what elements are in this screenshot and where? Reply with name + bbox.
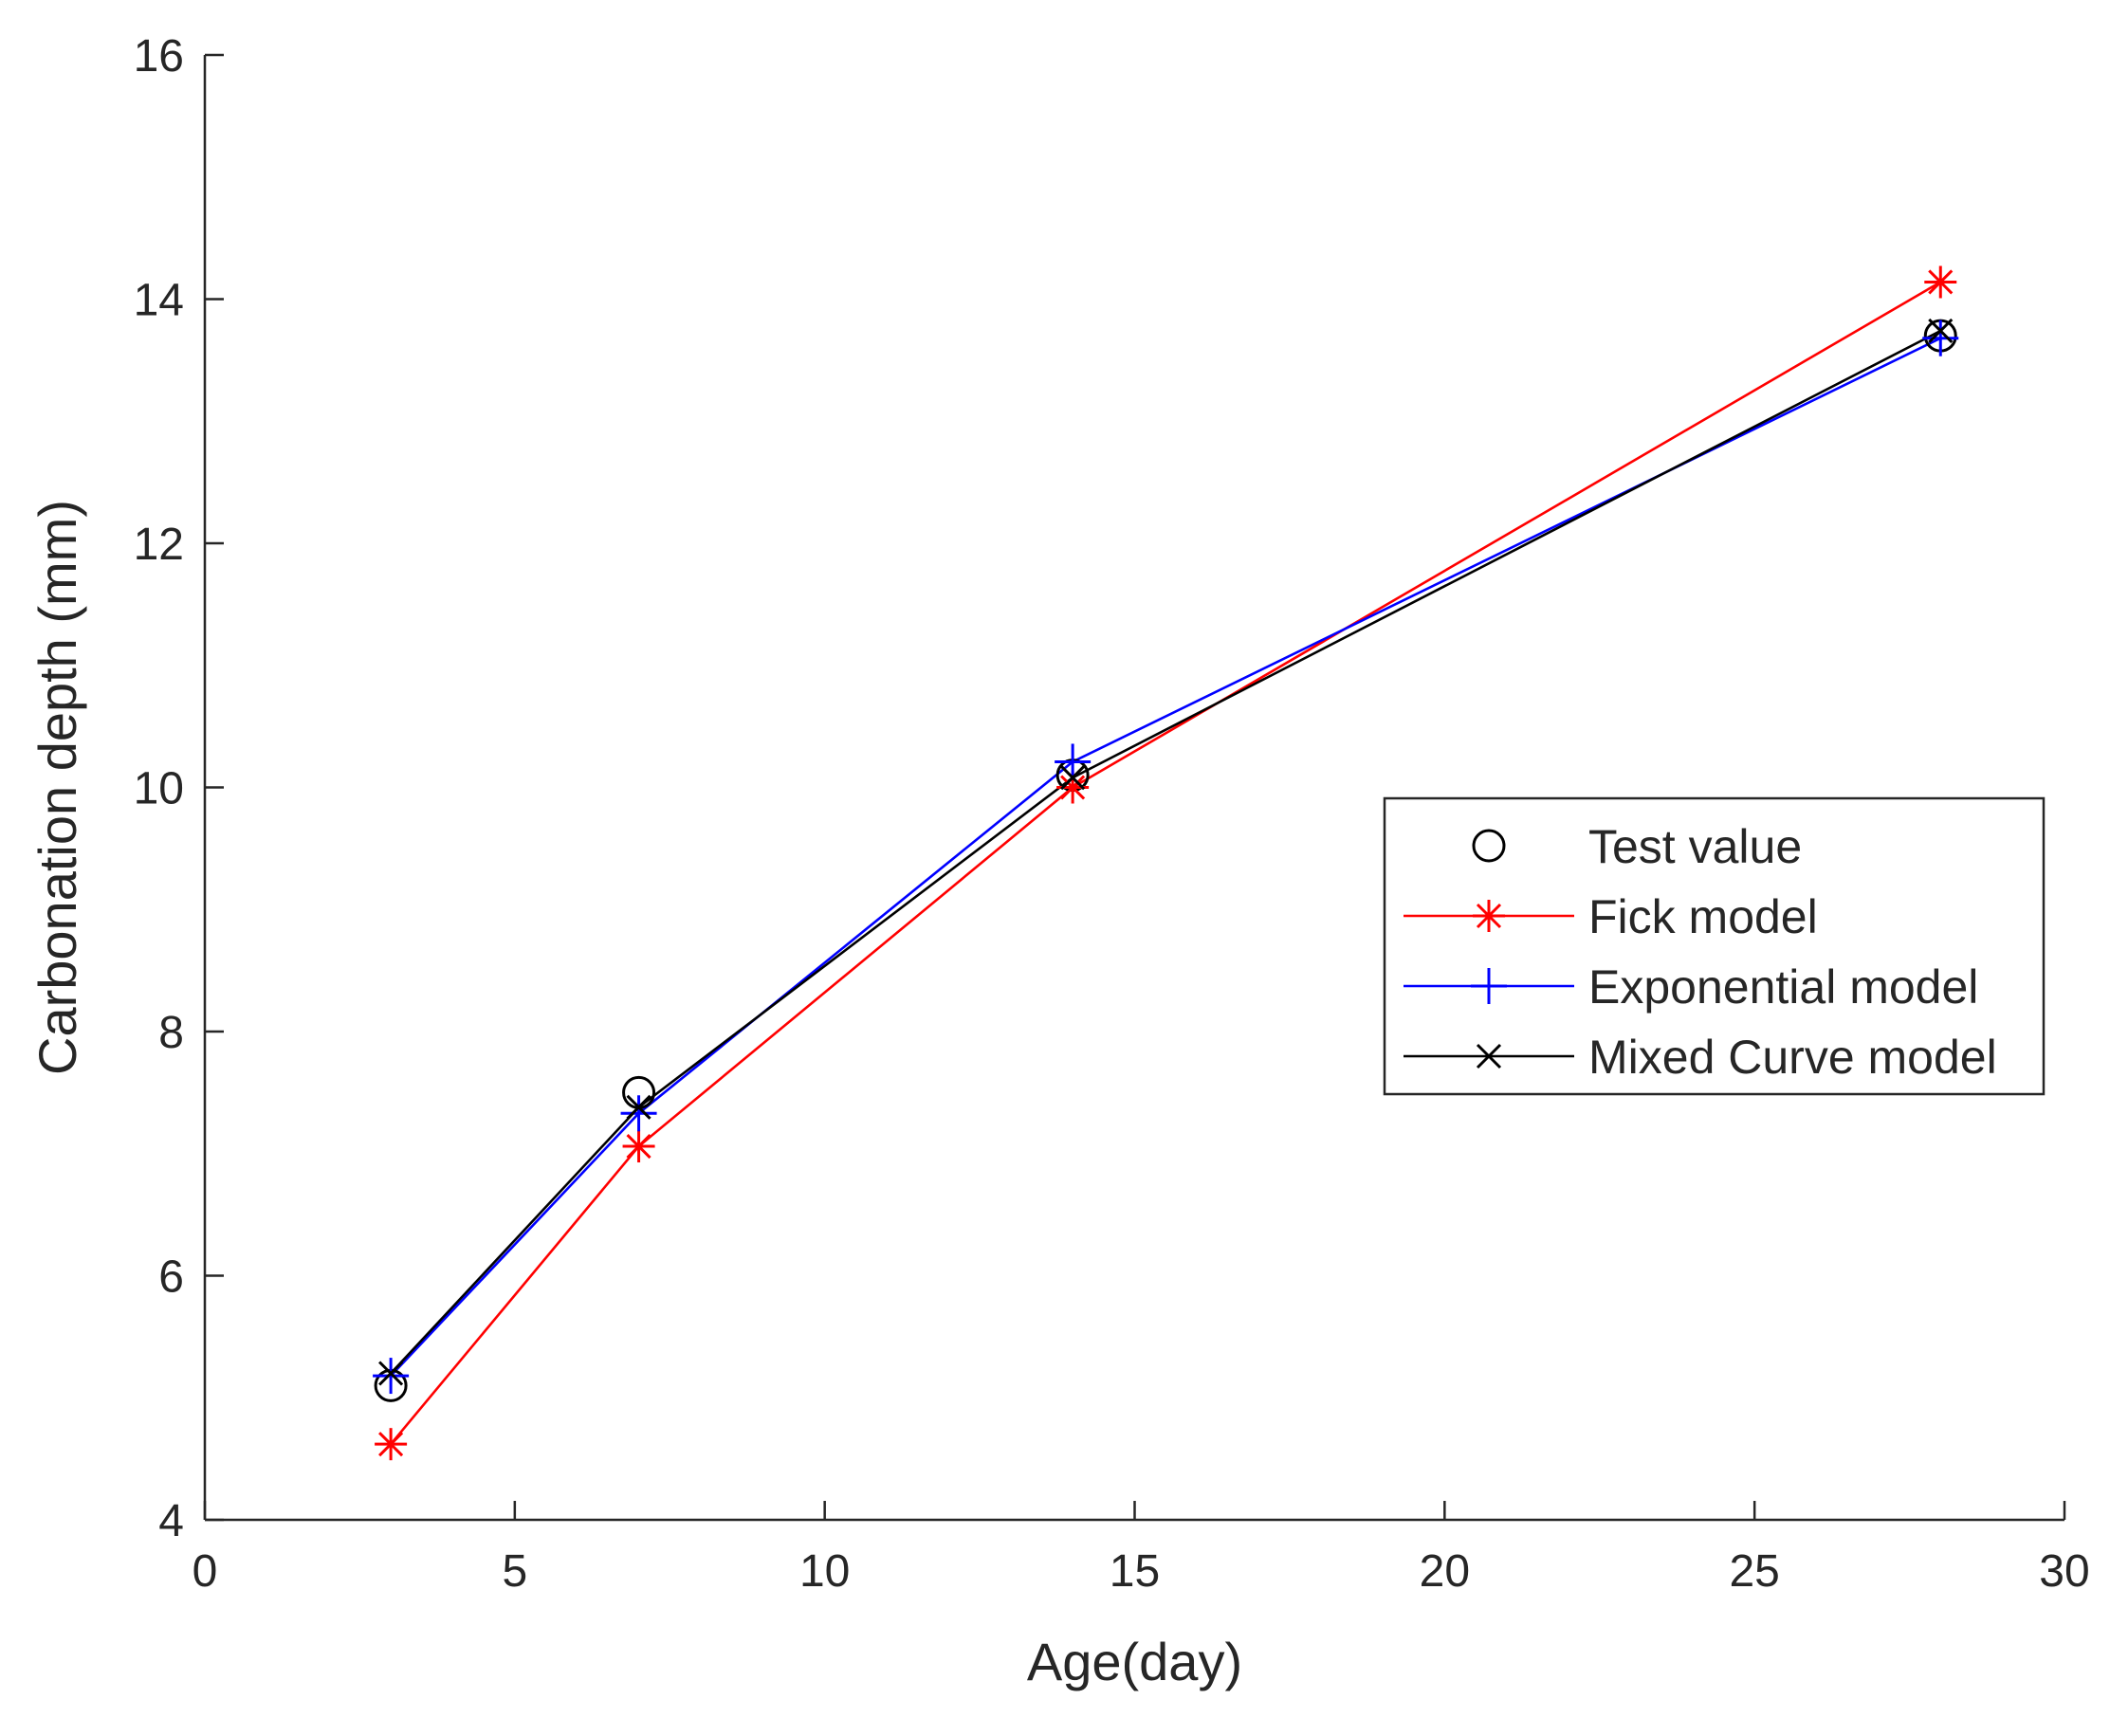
plot-lines bbox=[390, 281, 1941, 1446]
data-point-mixed-curve-model-3-d2 bbox=[1060, 765, 1086, 791]
x-axis-label: Age(day) bbox=[1027, 1632, 1242, 1691]
y-tick-label-10: 10 bbox=[134, 764, 184, 814]
data-point-mixed-curve-model-1 bbox=[378, 1361, 404, 1386]
x-tick-label-25: 25 bbox=[1729, 1546, 1779, 1597]
x-tick-label-30: 30 bbox=[2039, 1546, 2089, 1597]
x-tick-label-20: 20 bbox=[1420, 1546, 1470, 1597]
legend-marker-fick-model bbox=[1473, 900, 1505, 932]
data-point-fick-model-3-d2 bbox=[1060, 775, 1086, 800]
legend-label-mixed-curve-model: Mixed Curve model bbox=[1588, 1031, 1997, 1084]
data-point-mixed-curve-model-4 bbox=[1928, 318, 1954, 344]
data-point-mixed-curve-model-2 bbox=[626, 1094, 651, 1120]
data-point-fick-model-1 bbox=[375, 1428, 408, 1461]
series-line-mixed-curve-model bbox=[390, 329, 1941, 1375]
data-point-mixed-curve-model-4-d2 bbox=[1928, 318, 1954, 344]
data-point-exponential-model-1 bbox=[373, 1358, 410, 1395]
legend-marker-fick-model-d2 bbox=[1476, 903, 1502, 929]
data-point-exponential-model-4 bbox=[1922, 320, 1959, 356]
y-tick-label-16: 16 bbox=[134, 31, 184, 82]
ticks: 0 5 10 15 20 25 30 4 6 8 10 12 14 16 bbox=[134, 31, 2090, 1597]
data-point-fick-model-1-d2 bbox=[378, 1432, 404, 1457]
series-line-exponential-model bbox=[390, 337, 1941, 1377]
y-tick-label-8: 8 bbox=[158, 1008, 184, 1058]
y-tick-label-6: 6 bbox=[158, 1252, 184, 1303]
legend-box bbox=[1383, 796, 2046, 1096]
x-tick-label-15: 15 bbox=[1110, 1546, 1160, 1597]
data-point-fick-model-2-d2 bbox=[626, 1133, 651, 1160]
legend-marker-mixed-curve-model bbox=[1476, 1043, 1502, 1069]
data-point-exponential-model-3 bbox=[1055, 743, 1092, 780]
data-point-fick-model-4-d2 bbox=[1928, 269, 1954, 295]
y-tick-label-14: 14 bbox=[134, 276, 184, 326]
legend-marker-mixed-curve-model-d2 bbox=[1476, 1043, 1502, 1069]
legend-label-exponential-model: Exponential model bbox=[1588, 960, 1978, 1014]
x-tick-label-5: 5 bbox=[502, 1546, 527, 1597]
legend-label-test-value: Test value bbox=[1588, 820, 1802, 873]
y-tick-label-12: 12 bbox=[134, 520, 184, 570]
data-point-mixed-curve-model-2-d2 bbox=[626, 1094, 651, 1120]
data-point-fick-model-4 bbox=[1924, 265, 1957, 299]
data-point-exponential-model-2 bbox=[620, 1095, 657, 1132]
legend-marker-test-value-shape bbox=[1472, 829, 1506, 863]
y-axis-label: Carbonation depth (mm) bbox=[28, 500, 87, 1075]
y-tick-label-4: 4 bbox=[158, 1496, 184, 1546]
plot-markers bbox=[373, 265, 1959, 1461]
data-point-mixed-curve-model-3 bbox=[1060, 765, 1086, 791]
legend: Test value Fick model Exponential model Mix… bbox=[1383, 796, 2046, 1096]
x-tick-label-0: 0 bbox=[193, 1546, 218, 1597]
legend-marker-test-value bbox=[1472, 829, 1506, 863]
series-line-fick-model bbox=[390, 281, 1941, 1446]
data-point-mixed-curve-model-1-d2 bbox=[378, 1361, 404, 1386]
data-point-fick-model-2 bbox=[622, 1130, 655, 1163]
x-tick-label-10: 10 bbox=[799, 1546, 850, 1597]
legend-label-fick-model: Fick model bbox=[1588, 890, 1818, 943]
legend-marker-exponential-model bbox=[1471, 968, 1507, 1004]
